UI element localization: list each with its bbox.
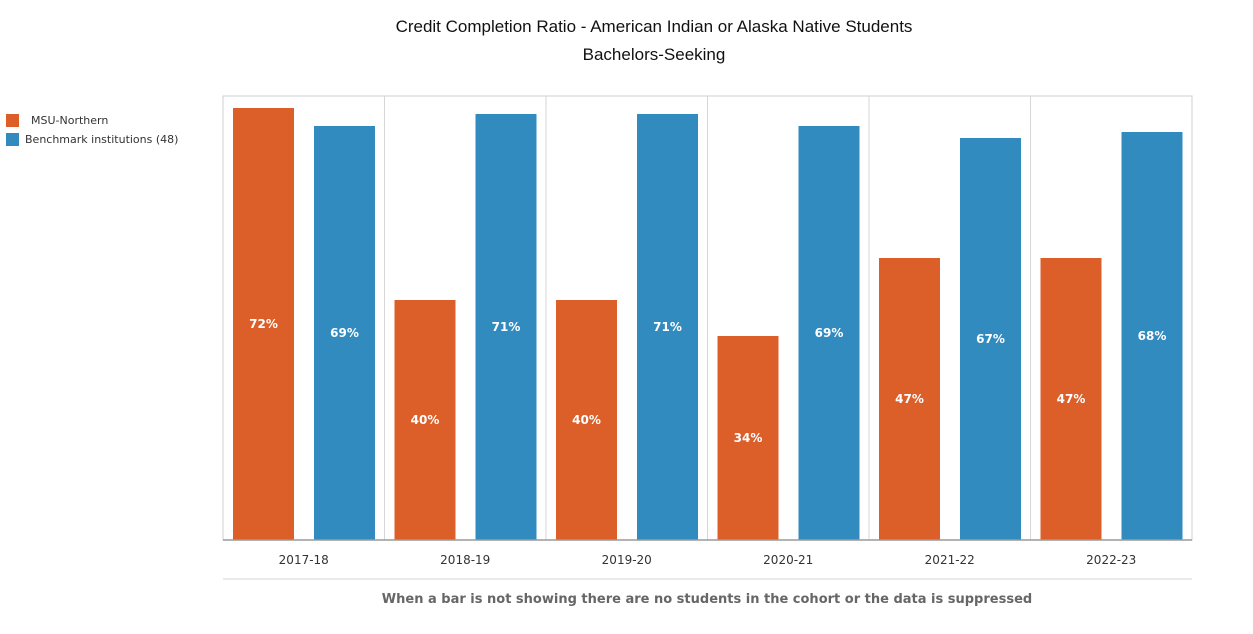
bar <box>314 126 375 540</box>
bar <box>717 336 779 540</box>
data-label: 40% <box>572 413 601 427</box>
footnote: When a bar is not showing there are no s… <box>381 592 1033 607</box>
data-label: 71% <box>653 320 682 334</box>
bar <box>637 114 698 540</box>
legend-swatch <box>6 114 19 127</box>
bar <box>556 300 617 540</box>
legend-item-msu-northern[interactable]: MSU-Northern <box>6 111 178 130</box>
x-tick-label: 2022-23 <box>1086 553 1136 567</box>
legend-label: Benchmark institutions (48) <box>25 133 179 146</box>
bar <box>1121 132 1183 540</box>
x-tick-label: 2021-22 <box>925 553 975 567</box>
bar <box>233 108 294 540</box>
chart-subtitle: Bachelors-Seeking <box>582 45 726 64</box>
data-label: 71% <box>492 320 521 334</box>
legend-label: MSU-Northern <box>31 114 109 127</box>
bar <box>960 138 1021 540</box>
data-label: 69% <box>330 326 359 340</box>
x-tick-label: 2018-19 <box>440 553 490 567</box>
bar <box>1040 258 1102 540</box>
data-label: 69% <box>815 326 844 340</box>
data-label: 47% <box>895 392 924 406</box>
x-tick-label: 2020-21 <box>763 553 813 567</box>
data-label: 47% <box>1057 392 1086 406</box>
data-label: 34% <box>734 431 763 445</box>
bar <box>475 114 537 540</box>
bar <box>798 126 860 540</box>
x-tick-label: 2019-20 <box>602 553 652 567</box>
data-label: 72% <box>249 317 278 331</box>
legend-item-benchmark[interactable]: Benchmark institutions (48) <box>6 130 178 149</box>
bar <box>394 300 456 540</box>
x-tick-label: 2017-18 <box>279 553 329 567</box>
data-label: 68% <box>1138 329 1167 343</box>
legend: MSU-Northern Benchmark institutions (48) <box>6 111 178 149</box>
chart-title: Credit Completion Ratio - American India… <box>395 17 913 36</box>
data-label: 40% <box>411 413 440 427</box>
legend-swatch <box>6 133 19 146</box>
data-label: 67% <box>976 332 1005 346</box>
bar <box>879 258 940 540</box>
